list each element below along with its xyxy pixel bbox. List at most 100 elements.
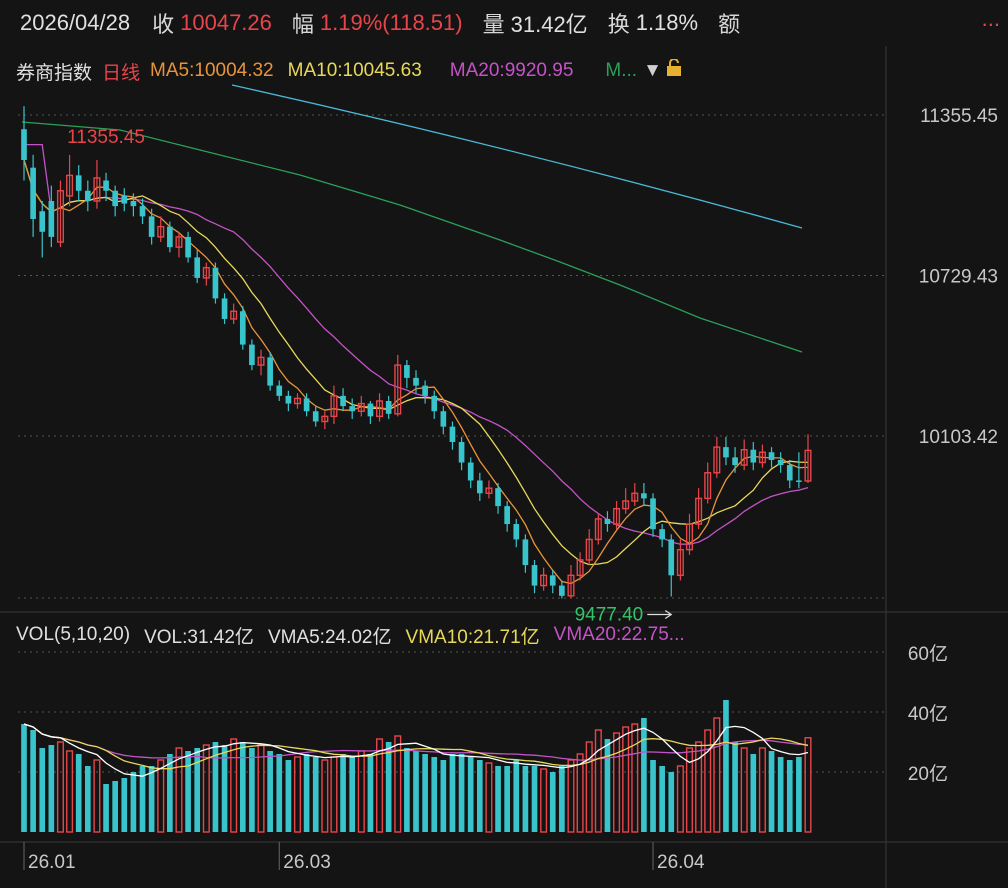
volume-bar bbox=[659, 766, 665, 832]
vol-tick-label: 40亿 bbox=[908, 703, 948, 725]
volume-bar bbox=[93, 759, 101, 833]
volume-bar bbox=[576, 753, 584, 833]
volume-bar bbox=[713, 717, 721, 833]
ma10-legend: MA10:10045.63 bbox=[287, 60, 422, 81]
vma5-legend: VMA5:24.02亿 bbox=[267, 626, 392, 648]
vma10-legend: VMA10:21.71亿 bbox=[405, 626, 540, 648]
volume-bar bbox=[440, 760, 447, 832]
volume-bar bbox=[559, 766, 565, 832]
candle-body bbox=[30, 167, 36, 219]
candle-body bbox=[685, 523, 694, 551]
ma10-line bbox=[23, 159, 809, 566]
volume-bar bbox=[723, 700, 729, 832]
ma-more-legend[interactable]: M... bbox=[605, 60, 638, 81]
lock-icon[interactable] bbox=[666, 58, 682, 83]
candle-body bbox=[303, 398, 310, 412]
turnover-label: 换 bbox=[607, 12, 630, 37]
candle-body bbox=[66, 174, 74, 197]
candle-body bbox=[559, 585, 565, 596]
candle-body bbox=[84, 190, 91, 202]
candle-body bbox=[321, 415, 329, 423]
candle-body bbox=[330, 395, 338, 418]
candle-body bbox=[385, 400, 392, 414]
candle-body bbox=[750, 449, 757, 463]
volume-bar bbox=[531, 766, 538, 832]
volume-bar bbox=[221, 745, 228, 832]
candle-body bbox=[613, 507, 621, 525]
candle-body bbox=[476, 480, 483, 494]
volume-bar bbox=[340, 754, 346, 832]
volume-bar bbox=[704, 729, 712, 833]
volume-bar bbox=[312, 757, 319, 832]
candle-body bbox=[249, 344, 255, 366]
candle-body bbox=[585, 538, 593, 561]
candle-body bbox=[758, 451, 766, 464]
volume-bar bbox=[567, 759, 575, 833]
candle-body bbox=[56, 190, 64, 243]
volume-bar bbox=[394, 735, 402, 833]
volume-bar bbox=[249, 748, 255, 832]
volume-bar bbox=[202, 744, 210, 833]
volume-bar bbox=[740, 747, 748, 833]
candle-body bbox=[449, 426, 456, 443]
candle-body bbox=[285, 395, 292, 404]
change-value: 1.19%(118.51) bbox=[319, 10, 463, 35]
volume-bar bbox=[768, 751, 775, 832]
ma20-legend: MA20:9920.95 bbox=[449, 60, 574, 81]
volume-bar bbox=[56, 741, 64, 833]
volume-bar bbox=[404, 748, 410, 832]
candle-body bbox=[676, 548, 684, 577]
candle-body bbox=[194, 257, 201, 278]
volume-bar bbox=[585, 741, 593, 833]
candle-body bbox=[349, 406, 356, 412]
volume-bar bbox=[777, 757, 784, 832]
candle-body bbox=[239, 311, 246, 345]
turnover-value: 1.18% bbox=[635, 10, 699, 35]
candle-body bbox=[695, 497, 703, 525]
volume-bar bbox=[549, 772, 556, 832]
candle-body bbox=[431, 395, 438, 412]
volume-bar bbox=[257, 744, 265, 833]
high-label: 11355.45 bbox=[67, 127, 145, 148]
candle-body bbox=[340, 395, 346, 407]
volume-bar bbox=[276, 754, 283, 832]
volume-bar bbox=[804, 737, 812, 833]
volume-bar bbox=[39, 748, 46, 832]
candle-body bbox=[668, 539, 675, 576]
header-more[interactable]: ... bbox=[981, 6, 1000, 31]
volume-bar bbox=[285, 760, 292, 832]
candle-body bbox=[139, 206, 146, 217]
volume-bar bbox=[357, 750, 365, 833]
candle-body bbox=[376, 400, 384, 418]
candle-body bbox=[576, 559, 584, 577]
volume-bar bbox=[367, 754, 374, 832]
volume-bar bbox=[540, 768, 548, 833]
triangle-down-icon[interactable]: ▼ bbox=[643, 60, 662, 81]
candle-body bbox=[549, 575, 556, 586]
candle-body bbox=[21, 129, 27, 160]
volume-bar bbox=[695, 741, 703, 833]
volume-bar bbox=[66, 750, 74, 833]
candle-body bbox=[130, 201, 137, 207]
price-tick-label: 11355.45 bbox=[920, 106, 998, 127]
volume-bar bbox=[175, 747, 183, 833]
volume-bar bbox=[485, 762, 493, 833]
candle-body bbox=[257, 356, 265, 366]
period-selector[interactable]: 日线 bbox=[102, 62, 141, 84]
candle-body bbox=[367, 403, 374, 417]
volume-bar bbox=[786, 760, 793, 832]
price-legend: 券商指数 日线 MA5:10004.32 MA10:10045.63 MA20:… bbox=[0, 56, 696, 86]
candle-body bbox=[103, 180, 109, 191]
volume-bar bbox=[622, 726, 630, 833]
volume-bar bbox=[30, 730, 36, 832]
volume-bar bbox=[239, 742, 246, 832]
volume-bar bbox=[732, 742, 738, 832]
volume-bar bbox=[641, 718, 647, 832]
x-tick-label: 26.01 bbox=[28, 852, 76, 873]
low-arrow-head bbox=[664, 610, 673, 620]
candle-body bbox=[723, 447, 729, 458]
candle-body bbox=[394, 364, 402, 415]
volume-bar bbox=[185, 751, 191, 832]
volume-bar bbox=[631, 723, 639, 833]
